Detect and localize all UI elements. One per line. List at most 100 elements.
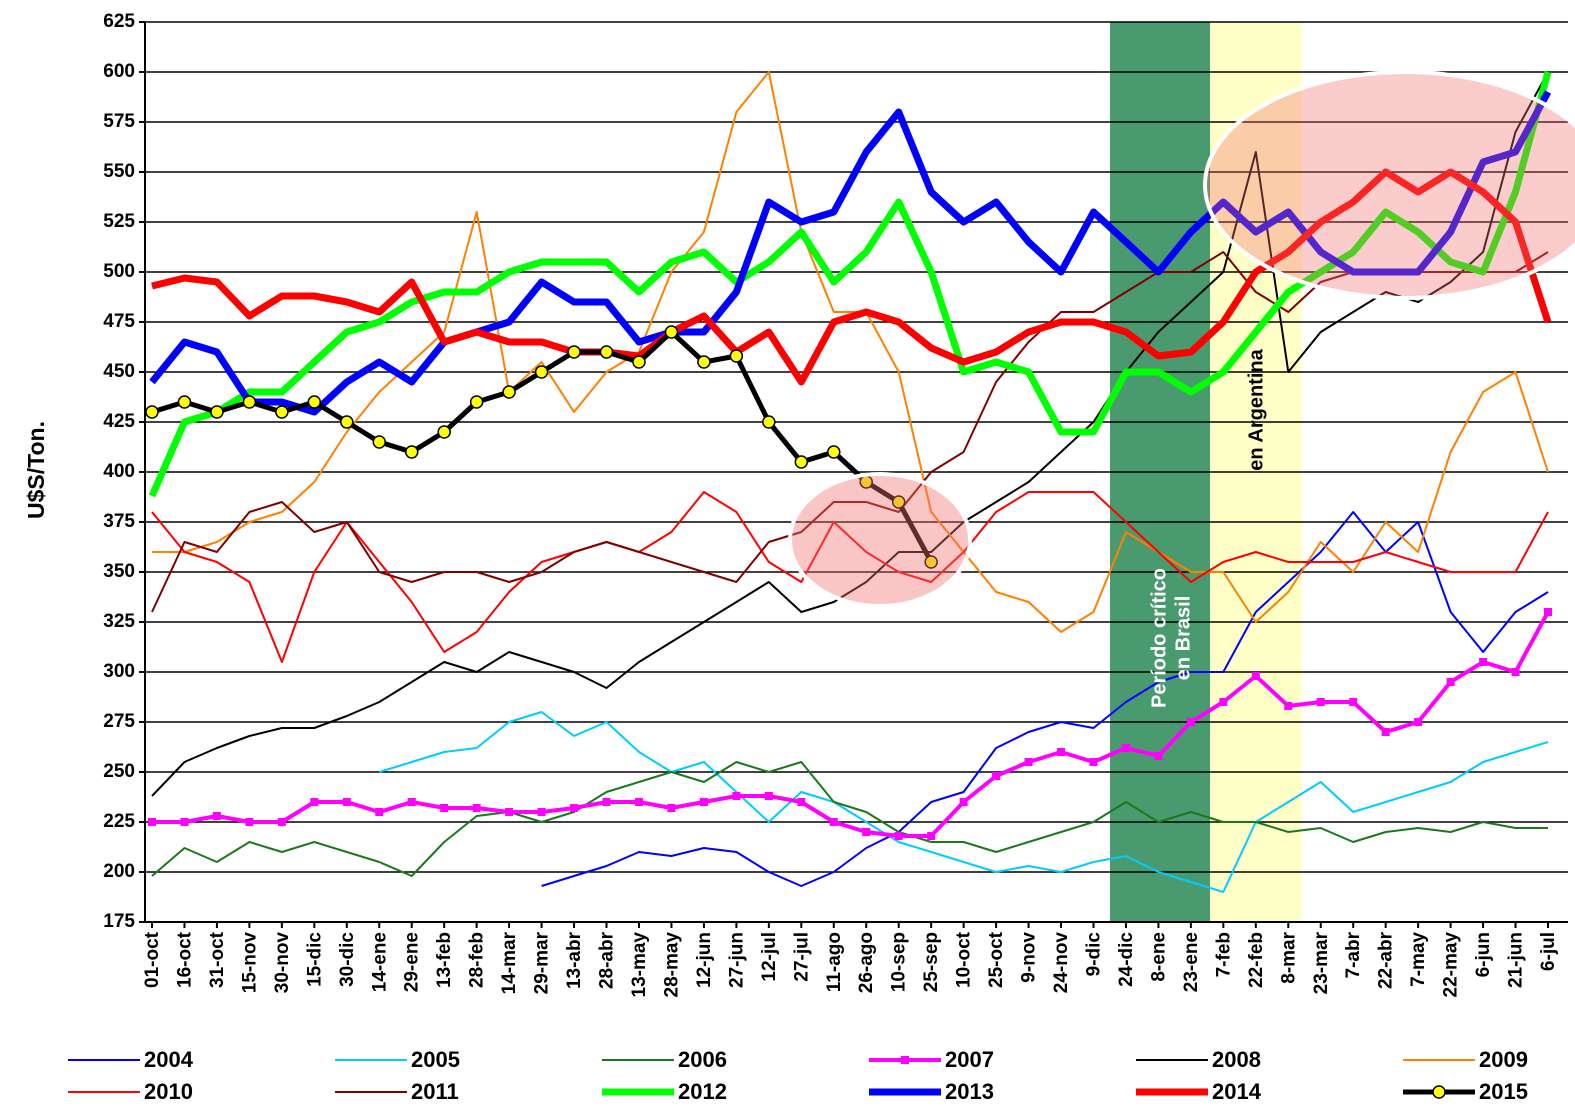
marker [310,798,319,806]
marker [1089,758,1098,766]
x-tick-label: 24-dic [1116,932,1137,987]
x-tick-label: 13-feb [434,932,455,988]
legend-label: 2008 [1212,1047,1261,1072]
marker [732,792,741,800]
marker [212,812,221,820]
series-line [151,761,1548,877]
marker [407,798,416,806]
marker [1446,678,1455,686]
marker [145,405,159,419]
x-tick-label: 28-may [661,932,682,998]
legend-label: 2009 [1479,1047,1528,1072]
x-tick-label: 22-abr [1376,931,1397,989]
marker [992,772,1001,780]
y-tick-label: 325 [103,611,135,632]
marker [1479,658,1488,666]
x-tick-label: 22-may [1441,932,1462,998]
y-tick-label: 300 [103,661,135,682]
marker [567,345,581,359]
legend-label: 2012 [678,1079,727,1104]
marker [534,365,549,379]
y-tick-label: 525 [103,211,135,232]
marker [180,818,189,826]
marker [275,405,289,419]
x-tick-label: 27-jun [726,932,747,988]
x-tick-label: 13-may [629,932,650,998]
marker [537,808,546,816]
x-tick-label: 29-ene [402,932,423,992]
series-line [151,71,1549,797]
marker [634,798,643,806]
x-tick-label: 7-feb [1213,932,1234,977]
marker [632,355,646,369]
marker [924,555,938,569]
x-tick-label: 28-feb [467,932,488,988]
marker [375,808,384,816]
marker [242,395,257,409]
marker [372,435,387,449]
legend-label: 2006 [678,1047,727,1072]
marker [440,804,449,812]
marker [762,415,776,429]
y-tick-label: 550 [103,161,135,182]
marker [599,345,614,359]
legend-label: 2013 [945,1079,994,1104]
marker [1349,698,1358,706]
x-tick-label: 7-abr [1343,931,1364,978]
marker [469,395,484,409]
x-tick-label: 10-sep [889,932,910,992]
marker [667,804,676,812]
x-tick-label: 29-mar [532,931,553,994]
x-tick-label: 12-jun [694,932,715,988]
highlight-ellipse [788,472,972,608]
y-tick-label: 400 [103,461,135,482]
x-tick-label: 23-mar [1311,931,1332,994]
y-tick-label: 225 [103,811,135,832]
marker [307,395,322,409]
marker [959,798,968,806]
y-tick-label: 200 [103,861,135,882]
marker [862,828,871,836]
legend-label: 2005 [411,1047,460,1072]
marker [829,818,838,826]
y-tick-label: 275 [103,711,135,732]
marker [1024,758,1033,766]
x-tick-label: 28-abr [597,931,618,989]
marker [1284,702,1293,710]
series-line [379,711,1549,893]
x-tick-label: 14-ene [369,932,390,992]
marker [664,325,679,339]
marker [210,405,224,419]
x-tick-label: 8-ene [1148,932,1169,982]
marker [340,415,354,429]
series-line [148,71,1552,498]
legend-marker [901,1056,909,1064]
x-tick-label: 6-jul [1538,932,1559,971]
x-tick-label: 14-mar [499,931,520,994]
marker [1316,698,1325,706]
marker [570,804,579,812]
marker [797,798,806,806]
y-tick-label: 500 [103,261,135,282]
marker [1511,668,1520,676]
annotation: en Brasil [1172,596,1194,680]
series-line [152,71,1549,633]
marker [1251,672,1260,680]
y-tick-label: 350 [103,561,135,582]
x-tick-label: 22-feb [1246,932,1267,988]
x-tick-label: 8-mar [1278,931,1299,983]
marker [827,445,841,459]
series-line [151,168,1552,386]
annotation: en Argentina [1245,348,1267,470]
marker [794,455,809,469]
y-tick-label: 250 [103,761,135,782]
y-tick-label: 600 [103,61,135,82]
y-tick-label: 575 [103,111,135,132]
marker [1154,752,1163,760]
x-tick-label: 25-oct [986,931,1007,988]
x-tick-label: 24-nov [1051,932,1072,994]
y-tick-label: 625 [103,11,135,32]
marker [697,355,711,369]
legend-label: 2007 [945,1047,994,1072]
